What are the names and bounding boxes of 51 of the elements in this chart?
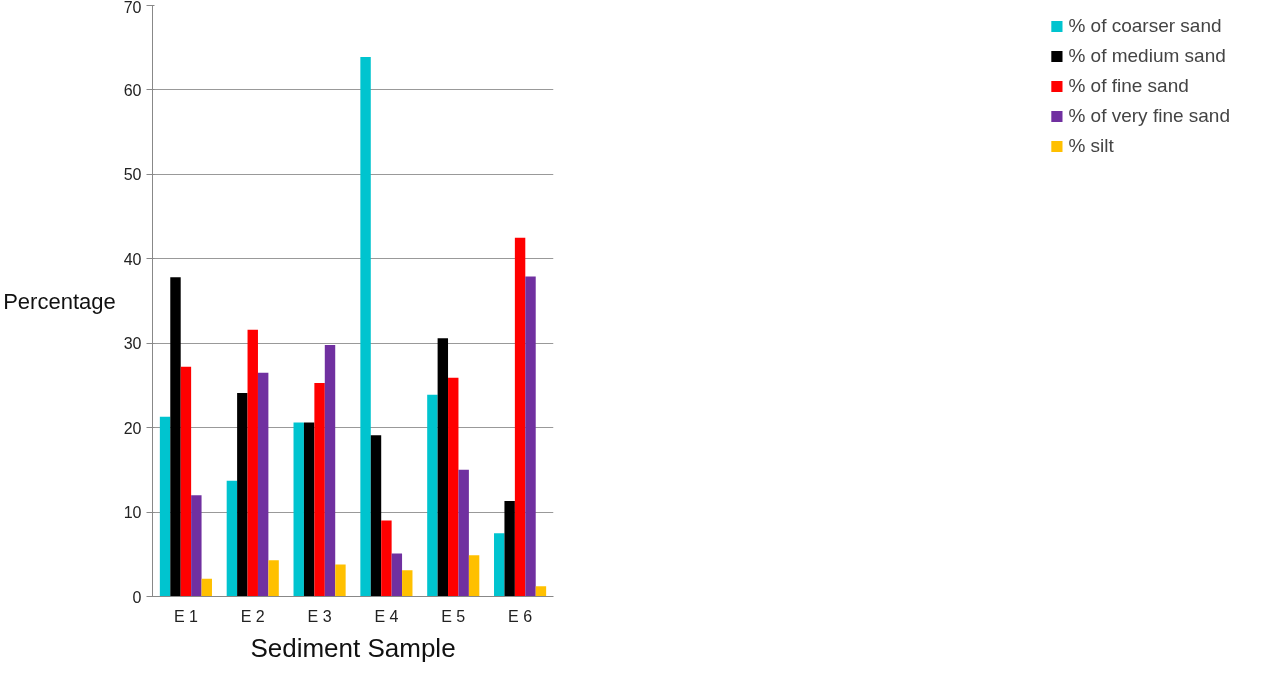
legend-label: % of very fine sand: [1068, 105, 1230, 127]
bar: [268, 560, 279, 597]
bar: [437, 338, 449, 597]
legend-label: % of medium sand: [1068, 45, 1226, 67]
y-tick-label: 10: [123, 504, 142, 522]
x-axis-title: Sediment Sample: [250, 632, 456, 663]
bar: [391, 553, 403, 597]
bar: [514, 237, 526, 597]
y-tick-label: 50: [123, 166, 142, 184]
bar: [381, 520, 392, 597]
bar: [257, 372, 269, 597]
bar: [360, 57, 371, 597]
x-tick-label: E 5: [441, 607, 466, 625]
bar: [370, 435, 382, 597]
bar: [191, 495, 202, 597]
legend-label: % of coarser sand: [1068, 15, 1222, 37]
bar: [247, 329, 258, 597]
bar: [525, 276, 536, 597]
x-tick-label: E 1: [173, 607, 199, 625]
bar: [504, 501, 515, 597]
bar: [201, 578, 212, 597]
bar: [494, 533, 505, 597]
bar: [535, 586, 547, 597]
x-tick-label: E 6: [508, 607, 533, 625]
bar: [314, 382, 325, 597]
bar: [226, 480, 238, 597]
y-tick-label: 20: [123, 419, 142, 437]
bar: [468, 555, 480, 597]
bar: [324, 344, 336, 597]
y-tick-label: 30: [123, 335, 142, 353]
legend-label: % silt: [1068, 135, 1114, 157]
bar: [170, 277, 181, 597]
legend-label: % of fine sand: [1068, 75, 1189, 97]
y-axis-title: Percentage: [3, 288, 116, 314]
y-tick-label: 70: [123, 0, 142, 16]
bar: [427, 394, 438, 597]
bar: [180, 366, 192, 597]
bar: [293, 422, 304, 597]
y-tick-label: 60: [123, 81, 142, 99]
bar: [458, 469, 469, 597]
x-tick-label: E 2: [240, 607, 265, 625]
bar: [448, 377, 459, 597]
y-tick-label: 0: [132, 588, 142, 606]
x-tick-label: E 3: [307, 607, 332, 625]
bar: [237, 393, 248, 597]
bar: [335, 564, 346, 597]
bar: [402, 570, 413, 597]
y-tick-label: 40: [123, 250, 142, 268]
bar: [159, 416, 171, 597]
bar: [303, 422, 315, 597]
x-tick-label: E 4: [374, 607, 399, 625]
